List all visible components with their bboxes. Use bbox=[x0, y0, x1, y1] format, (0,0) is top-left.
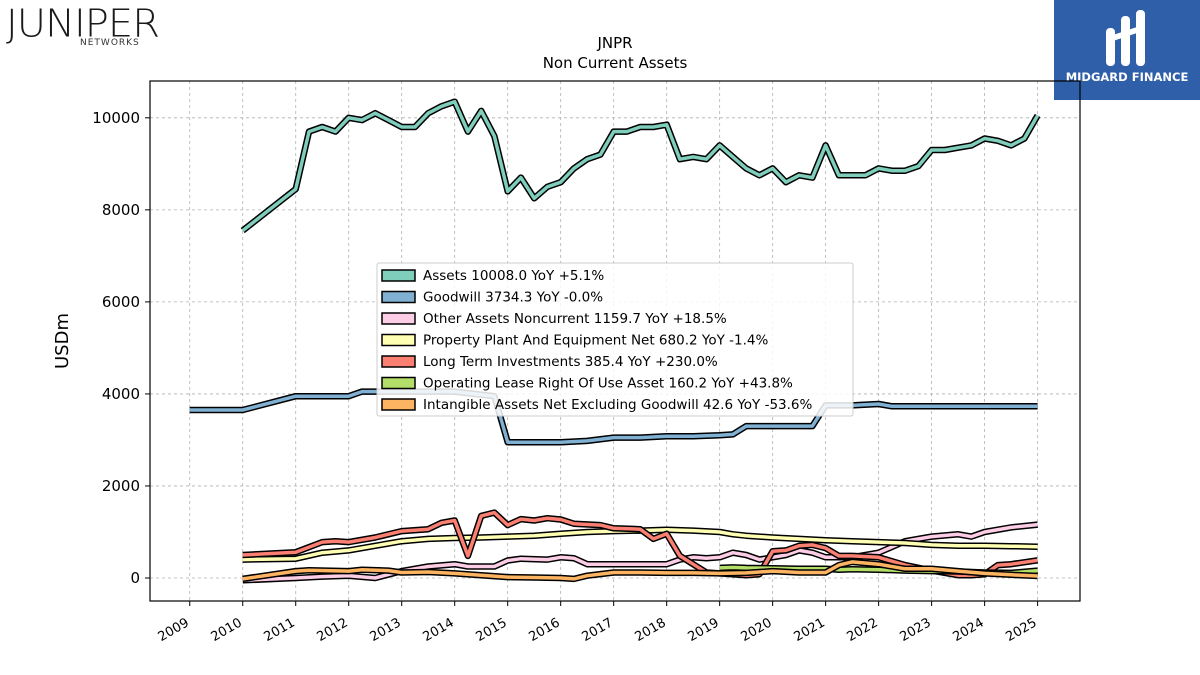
chart-title: JNPR bbox=[596, 34, 632, 52]
x-tick-label: 2022 bbox=[844, 615, 880, 645]
y-tick-label: 10000 bbox=[92, 109, 140, 127]
legend-label: Assets 10008.0 YoY +5.1% bbox=[423, 268, 604, 284]
x-tick-label: 2021 bbox=[791, 615, 827, 645]
x-tick-label: 2019 bbox=[685, 615, 721, 645]
legend-label: Goodwill 3734.3 YoY -0.0% bbox=[423, 290, 603, 306]
y-tick-label: 0 bbox=[130, 569, 140, 587]
legend-label: Intangible Assets Net Excluding Goodwill… bbox=[423, 397, 813, 413]
x-tick-label: 2010 bbox=[209, 615, 245, 645]
x-tick-label: 2012 bbox=[315, 615, 351, 645]
legend-swatch bbox=[381, 290, 416, 304]
legend-label: Other Assets Noncurrent 1159.7 YoY +18.5… bbox=[423, 311, 727, 327]
x-tick-label: 2016 bbox=[527, 615, 563, 645]
juniper-logo-word: JUNIPER bbox=[6, 2, 160, 46]
y-tick-label: 6000 bbox=[102, 293, 140, 311]
series-3 bbox=[242, 526, 1038, 563]
x-tick-label: 2020 bbox=[738, 615, 774, 645]
x-tick-label: 2015 bbox=[474, 615, 510, 645]
series-line bbox=[241, 99, 1040, 232]
legend-label: Long Term Investments 385.4 YoY +230.0% bbox=[423, 354, 718, 370]
series-group bbox=[189, 98, 1041, 584]
series-line bbox=[242, 527, 1038, 562]
midgard-emblem-icon bbox=[1106, 10, 1145, 66]
series-line bbox=[242, 560, 1038, 581]
plot-frame bbox=[149, 80, 1081, 602]
x-tick-label: 2024 bbox=[950, 615, 986, 645]
x-tick-label: 2023 bbox=[897, 615, 933, 645]
legend-swatch bbox=[381, 269, 416, 282]
legend-swatch bbox=[381, 398, 416, 411]
x-tick-label: 2009 bbox=[156, 615, 192, 645]
midgard-finance-logo: MIDGARD FINANCE bbox=[1054, 0, 1200, 100]
legend-label: Property Plant And Equipment Net 680.2 Y… bbox=[423, 333, 768, 349]
legend-swatch bbox=[381, 376, 416, 390]
legend-swatch bbox=[381, 333, 416, 347]
legend-swatch bbox=[381, 312, 416, 325]
y-tick-label: 2000 bbox=[102, 477, 140, 495]
chart-subtitle: Non Current Assets bbox=[543, 54, 688, 72]
x-tick-label: 2017 bbox=[580, 615, 616, 645]
series-line bbox=[189, 389, 1038, 444]
y-axis-label: USDm bbox=[52, 313, 73, 369]
legend-swatch bbox=[381, 355, 416, 368]
x-tick-label: 2025 bbox=[1003, 615, 1039, 645]
midgard-brand-text: MIDGARD FINANCE bbox=[1065, 70, 1189, 84]
series-1 bbox=[189, 388, 1038, 446]
x-tick-label: 2013 bbox=[368, 615, 404, 645]
series-0 bbox=[240, 98, 1041, 234]
series-4 bbox=[242, 509, 1039, 579]
juniper-logo: JUNIPER NETWORKS bbox=[4, 2, 164, 52]
y-tick-label: 8000 bbox=[102, 201, 140, 219]
legend-label: Operating Lease Right Of Use Asset 160.2… bbox=[423, 376, 793, 392]
x-tick-label: 2014 bbox=[421, 615, 457, 645]
series-line bbox=[242, 510, 1038, 577]
x-tick-label: 2011 bbox=[262, 615, 298, 645]
legend: Assets 10008.0 YoY +5.1% Goodwill 3734.3 … bbox=[376, 262, 854, 417]
x-tick-label: 2018 bbox=[633, 615, 669, 645]
y-tick-label: 4000 bbox=[102, 385, 140, 403]
legend-box bbox=[376, 262, 854, 417]
juniper-logo-sub: NETWORKS bbox=[80, 38, 140, 48]
series-6 bbox=[242, 558, 1038, 583]
